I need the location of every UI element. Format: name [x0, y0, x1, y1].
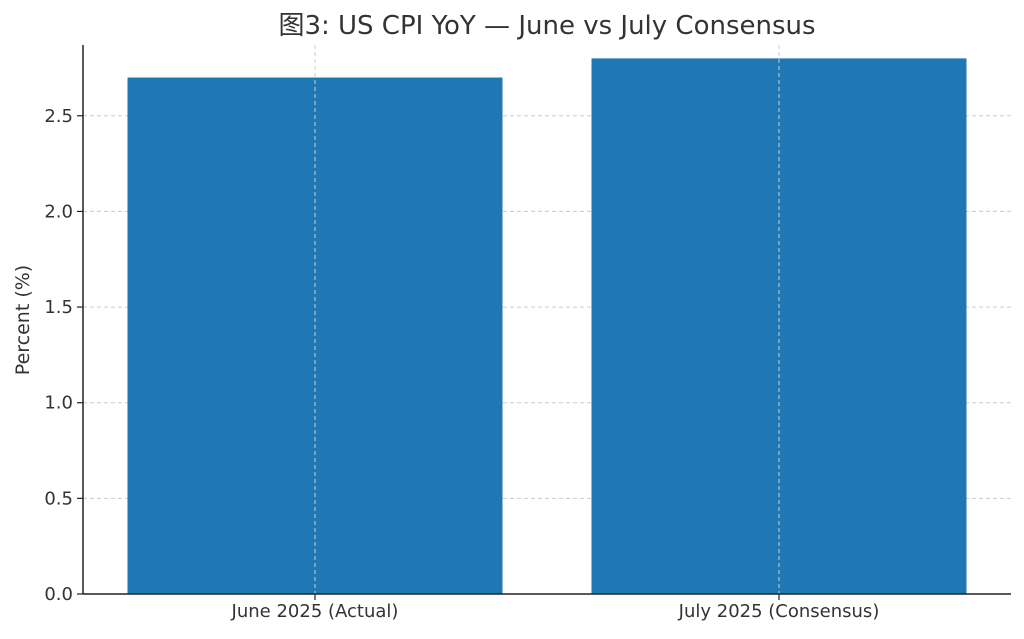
- bars: [127, 58, 967, 594]
- y-tick-label: 2.5: [44, 106, 73, 127]
- axes: [82, 45, 1011, 595]
- vertical-grid-lines: [314, 45, 780, 594]
- x-tick-label: June 2025 (Actual): [231, 601, 399, 622]
- y-tick-label: 1.5: [44, 297, 73, 318]
- y-tick-label: 2.0: [44, 201, 73, 222]
- chart-title: 图3: US CPI YoY — June vs July Consensus: [278, 11, 815, 41]
- y-tick-label: 0.5: [44, 488, 73, 509]
- y-tick-label: 1.0: [44, 393, 73, 414]
- y-axis-label: Percent (%): [12, 265, 34, 375]
- x-tick-label: July 2025 (Consensus): [678, 601, 880, 622]
- y-tick-label: 0.0: [44, 584, 73, 605]
- tick-labels: 0.0 0.5 1.0 1.5 2.0 2.5 June 2025 (Actual) July…: [44, 106, 879, 622]
